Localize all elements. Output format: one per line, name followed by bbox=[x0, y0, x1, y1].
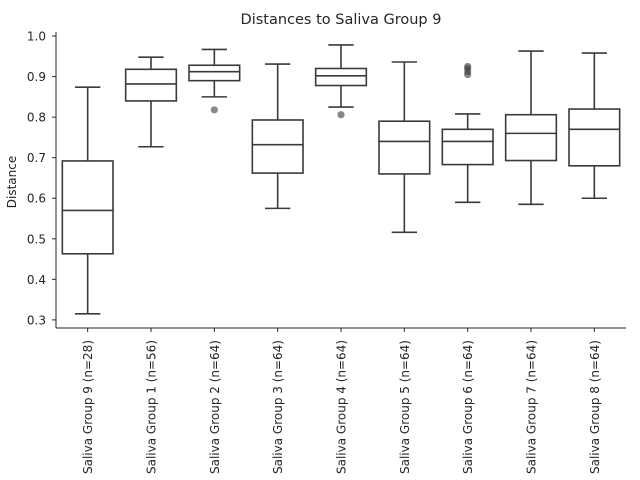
box-group bbox=[314, 44, 368, 119]
x-tick-label: Saliva Group 6 (n=64) bbox=[461, 340, 475, 474]
box-group bbox=[251, 63, 304, 210]
x-tick-label: Saliva Group 7 (n=64) bbox=[525, 340, 539, 474]
box-group bbox=[188, 48, 241, 114]
box-group bbox=[568, 52, 621, 200]
iqr-box bbox=[314, 67, 368, 87]
x-axis-ticks: Saliva Group 9 (n=28) Saliva Group 1 (n=5… bbox=[81, 328, 602, 474]
iqr-box bbox=[441, 128, 494, 166]
iqr-box bbox=[378, 120, 431, 175]
y-tick-label: 1.0 bbox=[27, 30, 46, 44]
box-plot-boxes bbox=[61, 44, 621, 315]
iqr-box bbox=[251, 119, 304, 174]
iqr-box bbox=[124, 68, 178, 102]
y-tick-label: 0.4 bbox=[27, 273, 46, 287]
iqr-box bbox=[188, 64, 241, 82]
y-tick-label: 0.5 bbox=[27, 232, 46, 246]
x-tick-label: Saliva Group 1 (n=56) bbox=[145, 340, 159, 474]
iqr-box bbox=[61, 160, 114, 255]
chart-title: Distances to Saliva Group 9 bbox=[241, 12, 442, 28]
y-axis-ticks: 0.3 0.4 0.5 0.6 0.7 0.8 0.9 1.0 bbox=[27, 30, 56, 327]
x-tick-label: Saliva Group 9 (n=28) bbox=[81, 340, 95, 474]
y-tick-label: 0.7 bbox=[27, 151, 46, 165]
box-group bbox=[441, 62, 494, 204]
y-tick-label: 0.8 bbox=[27, 111, 46, 125]
outlier-point bbox=[464, 62, 472, 71]
box-group bbox=[378, 61, 431, 234]
box-group bbox=[124, 56, 178, 148]
y-tick-label: 0.9 bbox=[27, 70, 46, 84]
iqr-box bbox=[504, 113, 558, 162]
x-tick-label: Saliva Group 3 (n=64) bbox=[271, 340, 285, 474]
x-tick-label: Saliva Group 2 (n=64) bbox=[208, 340, 222, 474]
y-axis-label: Distance bbox=[5, 156, 19, 208]
x-tick-label: Saliva Group 8 (n=64) bbox=[588, 340, 602, 474]
x-tick-label: Saliva Group 4 (n=64) bbox=[335, 340, 349, 474]
outlier-point bbox=[337, 111, 345, 119]
iqr-box bbox=[568, 108, 621, 167]
box-group bbox=[61, 86, 114, 315]
outlier-point bbox=[210, 106, 218, 114]
y-tick-label: 0.6 bbox=[27, 192, 46, 206]
box-group bbox=[504, 50, 558, 206]
y-tick-label: 0.3 bbox=[27, 313, 46, 327]
x-tick-label: Saliva Group 5 (n=64) bbox=[398, 340, 412, 474]
